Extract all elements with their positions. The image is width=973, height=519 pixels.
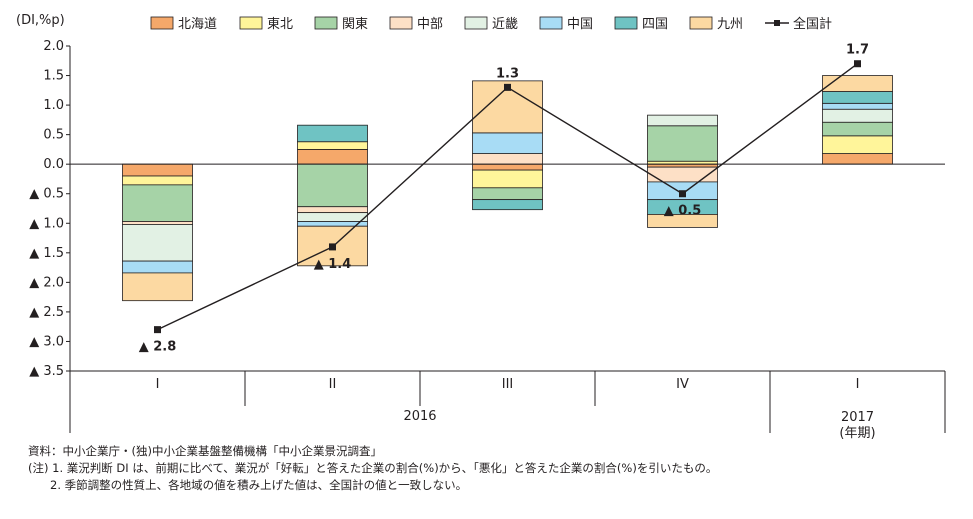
bar-segment: [297, 212, 368, 222]
point-value-label: ▲ 1.4: [314, 257, 352, 272]
x-tick-label: I: [856, 377, 860, 392]
legend-swatch: [314, 16, 338, 30]
legend-label: 中部: [417, 17, 443, 32]
y-tick-label: 1.5: [43, 69, 64, 84]
chart-notes: 資料：中小企業庁・(独)中小企業基盤整備機構「中小企業景況調査」 (注) 1. …: [28, 443, 717, 494]
year-label: 2016: [403, 409, 436, 424]
legend-swatch: [150, 16, 174, 30]
bar-segment: [822, 108, 893, 123]
y-tick-label: 1.0: [43, 98, 64, 113]
bar-segment: [647, 125, 718, 162]
bar-segment: [297, 163, 368, 208]
point-value-label: ▲ 0.5: [664, 204, 702, 219]
bar-segment: [297, 206, 368, 214]
y-tick-label: 0.0: [43, 157, 64, 172]
legend-swatch: [389, 16, 413, 30]
bar-segment: [122, 224, 193, 262]
point-value-label: 1.7: [846, 43, 869, 58]
y-tick-label: ▲ 0.5: [29, 187, 64, 202]
bar-segment: [472, 199, 543, 211]
bar-segment: [122, 272, 193, 302]
y-tick-label: ▲ 1.0: [29, 216, 64, 231]
national-total-marker: [329, 243, 336, 251]
source-note: 資料：中小企業庁・(独)中小企業基盤整備機構「中小企業景況調査」: [28, 444, 382, 458]
bar-segment: [472, 169, 543, 189]
bar-segment: [647, 166, 718, 183]
note-2: 2. 季節調整の性質上、各地域の値を積み上げた値は、全国計の値と一致しない。: [50, 478, 468, 492]
bar-segment: [647, 214, 718, 228]
bar-segment: [472, 187, 543, 201]
legend-label: 関東: [342, 16, 368, 32]
period-unit-label: (年期): [839, 426, 875, 440]
legend-swatch: [239, 16, 263, 30]
bar-segment: [122, 184, 193, 222]
y-tick-label: ▲ 3.5: [29, 364, 64, 379]
national-total-marker: [154, 326, 161, 334]
y-tick-label: 0.5: [43, 128, 64, 143]
legend-marker-swatch: [774, 20, 780, 26]
note-1: (注) 1. 業況判断 DI は、前期に比べて、業況が「好転」と答えた企業の割合…: [28, 461, 718, 475]
bar-segment: [297, 149, 368, 165]
legend-label: 近畿: [492, 17, 518, 32]
bar-segment: [472, 153, 543, 165]
bar-segment: [122, 260, 193, 274]
legend-label: 全国計: [793, 16, 832, 32]
year-label: 2017: [841, 410, 874, 425]
bar-segment: [822, 102, 893, 110]
national-total-marker: [679, 190, 686, 198]
bar-segment: [122, 221, 193, 225]
bar-segment: [297, 141, 368, 150]
y-tick-label: ▲ 2.5: [29, 305, 64, 320]
x-tick-label: IV: [676, 377, 689, 392]
bar-segment: [822, 121, 893, 137]
chart: 2.0 1.5 1.0 0.5 0.0 ▲ 0.5 ▲ 1.0 ▲ 1.5 ▲ 2.0 ▲ 2.5…: [16, 13, 946, 440]
legend-swatch: [689, 16, 713, 30]
bar-segment: [647, 114, 718, 127]
legend-swatch: [614, 16, 638, 30]
legend-label: 中国: [567, 17, 593, 32]
bar-segment: [472, 163, 543, 171]
x-tick-label: III: [502, 377, 514, 392]
x-tick-label: II: [329, 377, 337, 392]
y-tick-label: 2.0: [43, 39, 64, 54]
y-tick-label: ▲ 2.0: [29, 275, 64, 290]
bar-segment: [822, 75, 893, 92]
national-total-marker: [504, 83, 511, 91]
legend-label: 九州: [717, 17, 743, 32]
legend-swatch: [539, 16, 563, 30]
national-total-marker: [854, 60, 861, 68]
bar-segment: [822, 135, 893, 154]
y-tick-label: ▲ 3.0: [29, 334, 64, 349]
legend-label: 東北: [267, 16, 293, 32]
point-value-label: ▲ 2.8: [139, 340, 177, 355]
point-value-label: 1.3: [496, 66, 519, 81]
bar-segment: [822, 91, 893, 104]
bar-segment: [122, 163, 193, 177]
x-tick-label: I: [156, 377, 160, 392]
y-axis-label: (DI,%p): [16, 13, 65, 28]
bar-segment: [822, 153, 893, 165]
legend-label: 北海道: [178, 17, 217, 32]
bar-segment: [122, 175, 193, 186]
legend-swatch: [464, 16, 488, 30]
bar-segment: [297, 124, 368, 143]
legend-label: 四国: [642, 17, 668, 32]
bar-segment: [472, 132, 543, 154]
y-tick-label: ▲ 1.5: [29, 246, 64, 261]
